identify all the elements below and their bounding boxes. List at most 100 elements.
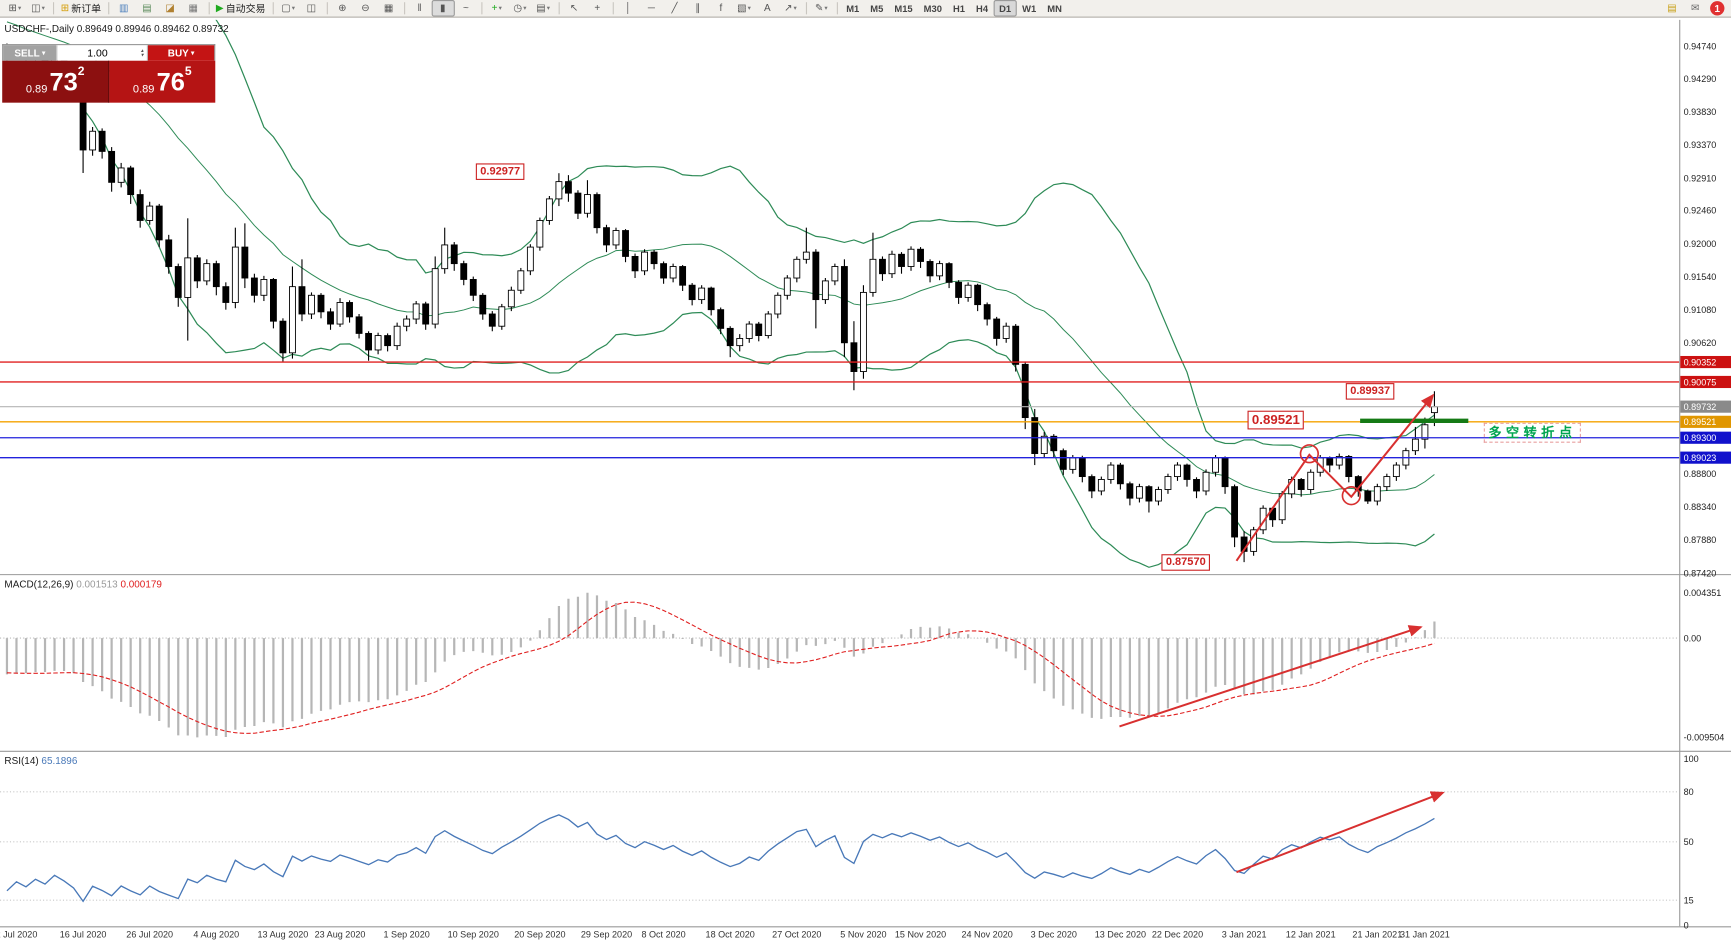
volume-input[interactable] — [57, 46, 138, 60]
timeframe-h1[interactable]: H1 — [952, 2, 965, 14]
svg-text:31 Jan 2021: 31 Jan 2021 — [1400, 929, 1450, 939]
timeframe-m1[interactable]: M1 — [846, 2, 860, 14]
price-callout-recent-high[interactable]: 0.89937 — [1345, 383, 1395, 400]
macd-signal-value: 0.000179 — [120, 578, 162, 590]
one-click-trading-panel: SELL ▾ ▴▾ BUY ▾ 0.89 73 2 0.89 76 5 — [2, 44, 216, 103]
bar-chart-button[interactable]: ‖ — [408, 0, 431, 17]
svg-text:0.91080: 0.91080 — [1684, 305, 1717, 315]
sell-header-label: SELL — [14, 47, 40, 59]
arrow-up-icon: ▴ — [140, 47, 144, 55]
navigator-button[interactable]: ◪ — [158, 0, 181, 17]
periods-button[interactable]: ◷ ▾ — [508, 0, 531, 17]
alerts-icon: ▤ — [1667, 2, 1677, 14]
crosshair-button[interactable]: + — [586, 0, 609, 17]
svg-text:26 Jul 2020: 26 Jul 2020 — [126, 929, 173, 939]
timeframe-w1[interactable]: W1 — [1022, 2, 1037, 14]
timeframe-m15[interactable]: M15 — [894, 2, 913, 14]
chevron-down-icon: ▾ — [41, 5, 46, 13]
svg-text:27 Oct 2020: 27 Oct 2020 — [772, 929, 821, 939]
price-axis[interactable]: 0.94740 0.94290 0.93830 0.93370 0.92910 0.924… — [1680, 42, 1731, 579]
rsi-name: RSI(14) — [4, 755, 39, 767]
svg-text:3 Jan 2021: 3 Jan 2021 — [1222, 929, 1267, 939]
trendline-icon: ╱ — [671, 2, 678, 14]
rsi-axis-label: 100 — [1684, 754, 1699, 764]
profiles-button[interactable]: ◫ ▾ — [26, 0, 49, 17]
svg-text:0.88340: 0.88340 — [1684, 502, 1717, 512]
new-chart-button[interactable]: ⊞ ▾ — [3, 0, 26, 17]
timeframe-d1[interactable]: D1 — [993, 0, 1017, 17]
text-label-icon: A — [763, 2, 771, 14]
macd-signal-line — [6, 601, 1435, 734]
inbox-button[interactable]: ✉ — [1684, 0, 1707, 17]
chart-ohlc-title: USDCHF-,Daily 0.89649 0.89946 0.89462 0.… — [4, 23, 229, 35]
sell-button[interactable]: 0.89 73 2 — [2, 60, 110, 103]
svg-text:21 Jan 2021: 21 Jan 2021 — [1352, 929, 1402, 939]
autotrading-button[interactable]: ▶ 自动交易 — [213, 0, 269, 17]
new-window-button[interactable]: ▢ ▾ — [277, 0, 300, 17]
tile-windows-button[interactable]: ▦ — [377, 0, 400, 17]
macd-label: MACD(12,26,9) 0.001513 0.000179 — [4, 578, 161, 589]
equidistant-channel-button[interactable]: ∥ — [686, 0, 709, 17]
horizontal-level-lines[interactable] — [0, 361, 1680, 459]
macd-axis-label: 0.00 — [1684, 633, 1702, 643]
time-axis[interactable]: 2 Jul 2020 16 Jul 2020 26 Jul 2020 4 Aug 20… — [0, 929, 1450, 939]
candles — [3, 43, 1438, 563]
terminal-button[interactable]: ▦ — [182, 0, 205, 17]
price-callout-high[interactable]: 0.92977 — [475, 163, 525, 180]
market-watch-button[interactable]: ▥ — [112, 0, 135, 17]
annotation-arrows[interactable] — [1119, 393, 1445, 874]
cascade-windows-button[interactable]: ◫ — [300, 0, 323, 17]
chevron-down-icon: ▾ — [291, 5, 296, 13]
timeframe-h4[interactable]: H4 — [976, 2, 989, 14]
volume-stepper[interactable]: ▴ ▾ — [137, 47, 146, 58]
horizontal-line-button[interactable]: ─ — [640, 0, 663, 17]
timeframe-m5[interactable]: M5 — [870, 2, 884, 14]
macd-axis-label: -0.009504 — [1684, 733, 1725, 743]
zoom-out-button[interactable]: ⊖ — [354, 0, 377, 17]
turning-point-label[interactable]: 多空转折点 — [1483, 422, 1581, 443]
text-label-button[interactable]: A — [756, 0, 779, 17]
chevron-down-icon: ▾ — [824, 5, 828, 13]
fibonacci-retracement-button[interactable]: f — [709, 0, 732, 17]
templates-button[interactable]: ▤ ▾ — [532, 0, 555, 17]
vertical-line-button[interactable]: │ — [617, 0, 640, 17]
arrow-objects-button[interactable]: ↗ ▾ — [779, 0, 802, 17]
profiles-icon: ◫ — [31, 2, 41, 14]
new-order-button[interactable]: ⊞ 新订单 — [57, 0, 104, 17]
buy-header-button[interactable]: BUY ▾ — [147, 45, 215, 61]
sell-header-button[interactable]: SELL ▾ — [3, 45, 57, 61]
alerts-button[interactable]: ▤ — [1660, 0, 1683, 17]
data-window-button[interactable]: ▤ — [135, 0, 158, 17]
buy-price-pip: 5 — [184, 65, 192, 79]
timeframe-m30[interactable]: M30 — [923, 2, 942, 14]
indicators-button[interactable]: + ▾ — [485, 0, 508, 17]
shapes-button[interactable]: ▧ ▾ — [733, 0, 756, 17]
toolbar-separator — [326, 2, 328, 15]
cursor-button[interactable]: ↖ — [562, 0, 585, 17]
trendline-button[interactable]: ╱ — [663, 0, 686, 17]
price-callout-low[interactable]: 0.87570 — [1161, 554, 1211, 571]
cursor-icon: ↖ — [569, 2, 579, 14]
market-watch-icon: ▥ — [119, 2, 129, 14]
cascade-windows-icon: ◫ — [306, 2, 317, 14]
candlestick-chart-button[interactable]: ▮ — [431, 0, 455, 17]
zoom-in-button[interactable]: ⊕ — [331, 0, 354, 17]
rsi-value: 65.1896 — [41, 755, 78, 767]
svg-text:22 Dec 2020: 22 Dec 2020 — [1152, 929, 1203, 939]
svg-text:0.89023: 0.89023 — [1684, 453, 1717, 463]
chevron-down-icon: ▾ — [190, 50, 195, 57]
svg-text:0.92910: 0.92910 — [1684, 173, 1717, 183]
bollinger-bands — [6, 19, 1435, 568]
macd-value: 0.001513 — [76, 578, 118, 590]
timeframe-mn[interactable]: MN — [1047, 2, 1062, 14]
buy-button[interactable]: 0.89 76 5 — [109, 60, 216, 103]
rsi-axis-label: 50 — [1684, 837, 1694, 847]
draw-tools-button[interactable]: ✎ ▾ — [810, 0, 833, 17]
line-chart-button[interactable]: ~ — [454, 0, 477, 17]
svg-text:13 Dec 2020: 13 Dec 2020 — [1095, 929, 1146, 939]
toolbar-separator — [805, 2, 807, 15]
toolbar-separator — [272, 2, 274, 15]
notifications-badge[interactable]: 1 — [1710, 1, 1725, 16]
price-callout-pivot[interactable]: 0.89521 — [1247, 410, 1305, 430]
